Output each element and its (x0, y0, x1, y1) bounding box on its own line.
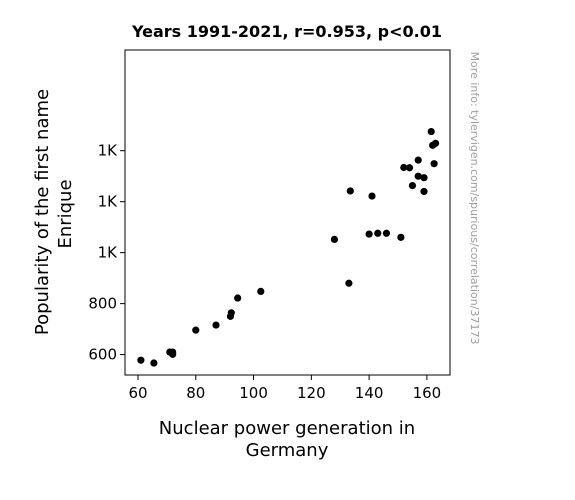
data-point (365, 230, 373, 238)
data-point (212, 321, 220, 329)
y-axis: 600 800 1K 1K 1K (88, 142, 125, 364)
data-point (345, 279, 353, 287)
y-axis-label-line2: Enrique (55, 179, 76, 248)
chart-title: Years 1991-2021, r=0.953, p<0.01 (131, 22, 442, 41)
data-point (427, 127, 435, 136)
data-point (382, 229, 391, 237)
x-tick-label: 80 (186, 384, 205, 402)
data-point (234, 294, 242, 302)
x-tick-label: 120 (297, 384, 326, 402)
data-point (346, 187, 354, 195)
data-point (420, 174, 428, 182)
y-tick-label: 1K (98, 193, 119, 211)
plot-area (124, 49, 451, 376)
data-point (150, 359, 158, 367)
data-point (430, 160, 438, 168)
x-axis: 60 80 100 120 140 160 (128, 375, 441, 402)
data-point (227, 309, 235, 317)
data-point (397, 233, 405, 241)
y-axis-label-line1: Popularity of the first name (32, 89, 53, 335)
y-tick-label: 600 (88, 346, 117, 364)
source-note: More info: tylervigen.com/spurious/corre… (468, 52, 481, 345)
data-point (374, 229, 382, 237)
data-point (431, 139, 440, 147)
x-tick-label: 60 (128, 384, 147, 402)
data-point (414, 156, 422, 164)
data-point (137, 356, 145, 364)
y-tick-label: 1K (98, 142, 119, 160)
y-tick-label: 1K (98, 244, 119, 262)
data-point (368, 192, 376, 200)
data-point (169, 350, 177, 358)
data-point (414, 172, 422, 180)
data-point (400, 163, 408, 172)
x-tick-label: 100 (239, 384, 268, 402)
data-point (330, 235, 339, 243)
x-axis-label-line1: Nuclear power generation in (159, 418, 415, 439)
data-point (420, 187, 428, 196)
data-point (408, 182, 417, 190)
data-point (257, 287, 265, 295)
data-point (405, 164, 414, 172)
x-tick-label: 140 (355, 384, 384, 402)
data-point (192, 326, 200, 334)
x-axis-label-line2: Germany (246, 440, 329, 461)
x-tick-label: 160 (413, 384, 442, 402)
y-tick-label: 800 (88, 295, 117, 313)
data-points (137, 127, 440, 367)
